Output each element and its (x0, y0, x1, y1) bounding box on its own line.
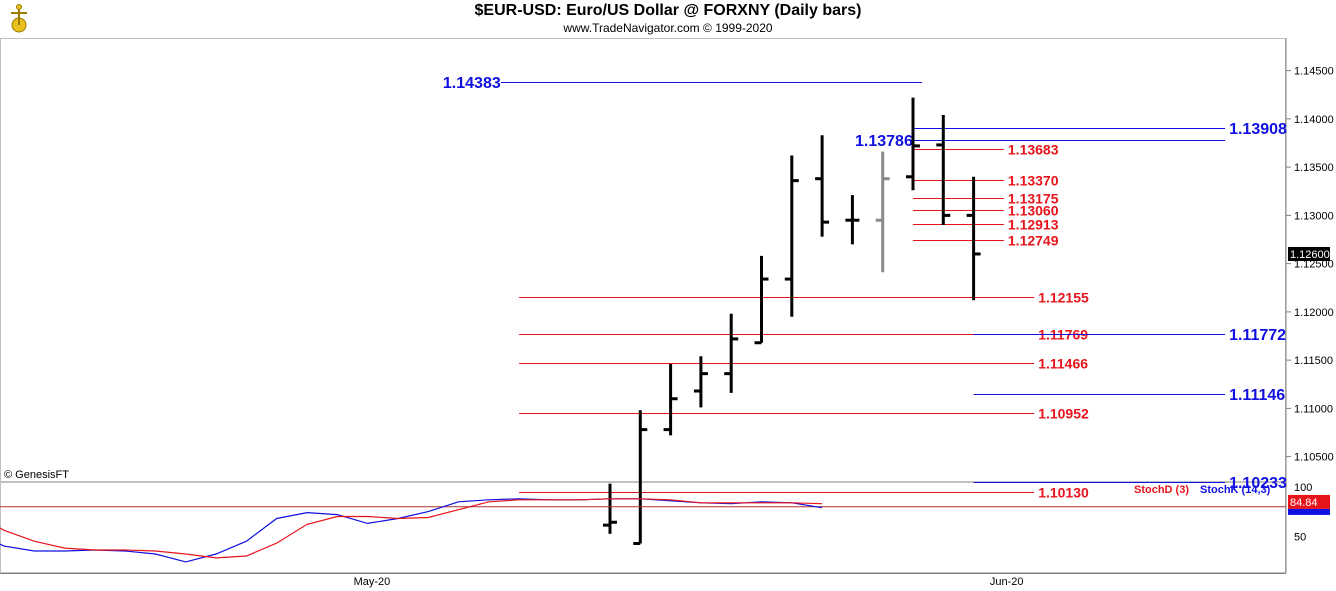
price-axis-label: 1.11500 (1294, 355, 1333, 367)
level-label: 1.10952 (1038, 405, 1089, 421)
stoch-last-tag-k (1288, 508, 1330, 515)
main-panel-frame (0, 38, 1286, 482)
stoch-series-line (0, 498, 823, 559)
price-axis-label: 1.12500 (1294, 259, 1334, 271)
stoch-panel-frame (0, 482, 1286, 573)
stoch-last-label: 84.84 (1290, 497, 1318, 509)
level-label: 1.10233 (1229, 475, 1287, 492)
price-axis-label: 1.14500 (1294, 66, 1334, 78)
level-label: 1.11146 (1229, 387, 1285, 404)
level-label: 1.13060 (1008, 202, 1059, 218)
price-axis-label: 1.11000 (1294, 403, 1333, 415)
last-price-label: 1.12600 (1290, 249, 1330, 261)
level-label: 1.11466 (1038, 355, 1088, 371)
level-label: 1.13683 (1008, 141, 1059, 157)
last-price-tag (1288, 246, 1330, 261)
genesis-logo-icon (11, 4, 27, 33)
price-axis-label: 1.12000 (1294, 307, 1334, 319)
level-label: 1.12155 (1038, 289, 1089, 305)
price-axis-label: 1.13500 (1294, 162, 1334, 174)
chart-subtitle: www.TradeNavigator.com © 1999-2020 (563, 21, 773, 35)
level-label: 1.12749 (1008, 232, 1059, 248)
stoch-axis-label: 50 (1294, 531, 1306, 543)
level-label: 1.12913 (1008, 216, 1059, 232)
stoch-axis-label: 100 (1294, 482, 1312, 494)
level-label: 1.10130 (1038, 484, 1089, 500)
price-axis-label: 1.14000 (1294, 114, 1334, 126)
level-label: 1.11772 (1229, 327, 1286, 344)
watermark: © GenesisFT (4, 469, 69, 481)
price-axis-label: 1.13000 (1294, 210, 1334, 222)
level-label: 1.13908 (1229, 121, 1287, 138)
chart-header: $EUR-USD: Euro/US Dollar @ FORXNY (Daily… (0, 0, 1336, 38)
level-label: 1.13786 (855, 133, 913, 150)
level-label: 1.13175 (1008, 190, 1059, 206)
chart-title: $EUR-USD: Euro/US Dollar @ FORXNY (Daily… (474, 2, 862, 19)
stoch-last-tag (1288, 494, 1330, 509)
stoch-legend-d: StochD (3) (1134, 484, 1189, 496)
stoch-legend-k: StochK (14,3) (1200, 484, 1271, 496)
stoch-series-line (0, 498, 823, 563)
date-axis-label: May-20 (354, 576, 391, 588)
price-axis-label: 1.10500 (1294, 452, 1334, 464)
date-axis-label: Jun-20 (990, 576, 1024, 588)
level-label: 1.14383 (443, 75, 501, 92)
level-label: 1.13370 (1008, 172, 1059, 188)
